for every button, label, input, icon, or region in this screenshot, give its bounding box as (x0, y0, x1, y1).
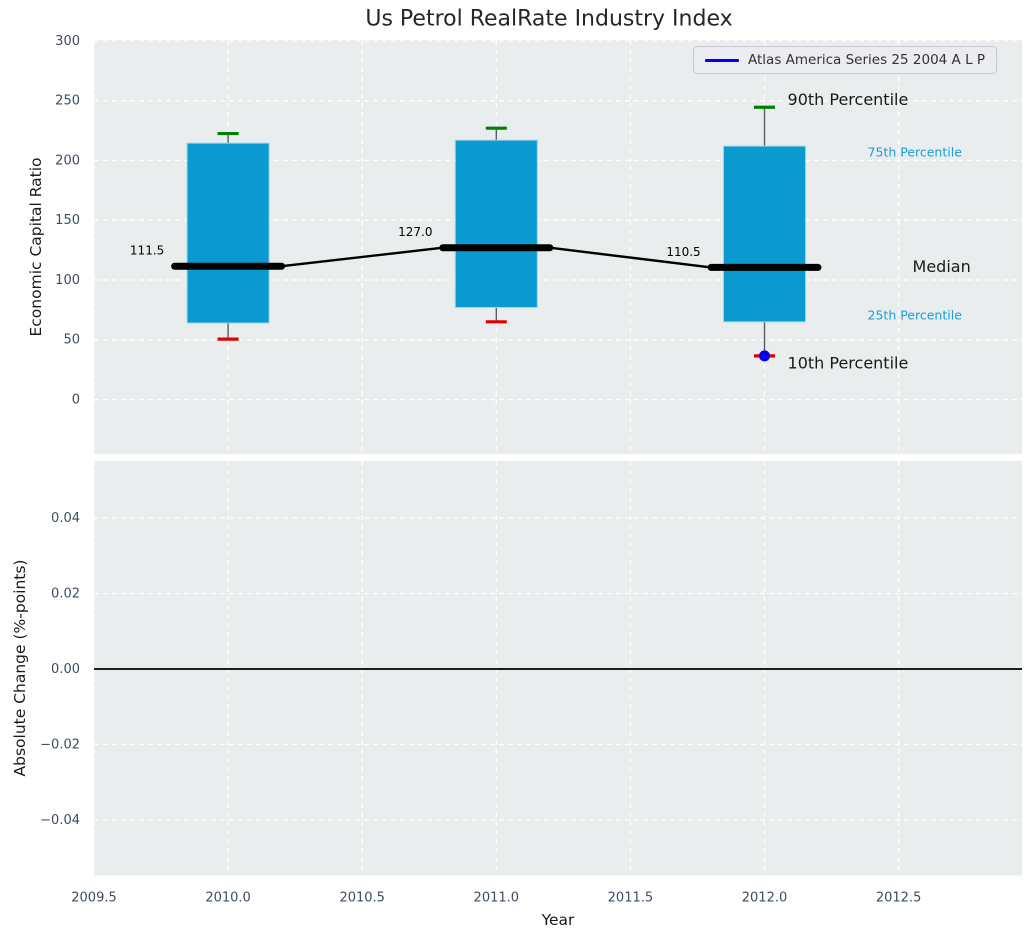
top-y-tick-label: 300 (55, 34, 80, 49)
percentile-label-10th-percentile: 10th Percentile (788, 353, 909, 372)
bottom-y-tick-label: 0.02 (51, 587, 80, 602)
x-axis-label: Year (541, 911, 575, 929)
bottom-y-tick-label: −0.02 (40, 738, 80, 753)
series-point (759, 350, 771, 362)
percentile-label-median: Median (913, 257, 971, 276)
box-2011 (454, 139, 538, 308)
box-2012 (723, 145, 807, 323)
x-tick-label: 2010.0 (205, 891, 251, 906)
percentile-label-75th-percentile: 75th Percentile (868, 145, 963, 160)
top-y-tick-label: 250 (55, 94, 80, 109)
x-tick-label: 2012.0 (742, 891, 788, 906)
bottom-y-tick-label: 0.04 (51, 511, 80, 526)
percentile-label-25th-percentile: 25th Percentile (868, 307, 963, 322)
median-annotation-2010: 111.5 (130, 244, 164, 258)
bottom-y-tick-label: 0.00 (51, 662, 80, 677)
top-y-tick-label: 50 (63, 333, 80, 348)
median-annotation-2012: 110.5 (666, 245, 700, 259)
legend-line-sample (705, 58, 739, 62)
top-y-tick-label: 100 (55, 273, 80, 288)
percentile-label-90th-percentile: 90th Percentile (788, 90, 909, 109)
x-tick-label: 2010.5 (339, 891, 385, 906)
x-tick-label: 2012.5 (876, 891, 922, 906)
top-y-tick-label: 0 (72, 393, 80, 408)
chart-title: Us Petrol RealRate Industry Index (365, 6, 733, 32)
legend: Atlas America Series 25 2004 A L P (693, 46, 998, 74)
top-y-tick-label: 200 (55, 153, 80, 168)
median-connector (280, 246, 445, 268)
bottom-y-tick-label: −0.04 (40, 813, 80, 828)
median-connector (548, 246, 713, 269)
box-2010 (186, 142, 270, 324)
x-tick-label: 2011.0 (474, 891, 520, 906)
x-tick-label: 2011.5 (608, 891, 654, 906)
x-tick-label: 2009.5 (71, 891, 117, 906)
top-y-tick-label: 150 (55, 213, 80, 228)
median-annotation-2011: 127.0 (398, 225, 432, 239)
legend-label: Atlas America Series 25 2004 A L P (748, 52, 986, 68)
